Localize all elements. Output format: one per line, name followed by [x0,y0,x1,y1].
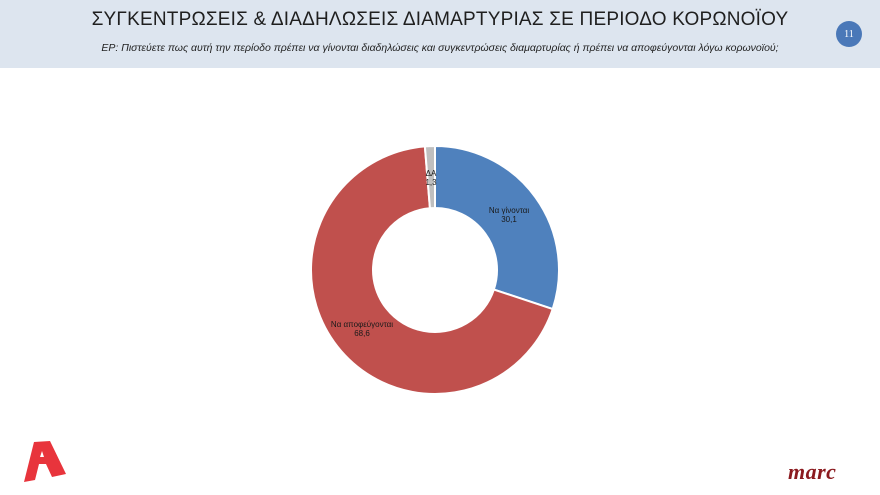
donut-chart-svg [310,144,560,395]
segment-category: Να γίνονται [488,206,530,215]
donut-chart: Να γίνονται 30,1 Να αποφεύγονται 68,6 ΔΑ 1,3 [0,68,880,448]
segment-label: Να γίνονται 30,1 [489,206,529,224]
segment-category: Να αποφεύγονται [330,320,394,329]
donut-segment [310,145,554,395]
slide-header: ΣΥΓΚΕΝΤΡΩΣΕΙΣ & ΔΙΑΔΗΛΩΣΕΙΣ ΔΙΑΜΑΡΤΥΡΙΑΣ… [0,0,880,68]
marc-logo: marc [788,459,837,484]
slide-title: ΣΥΓΚΕΝΤΡΩΣΕΙΣ & ΔΙΑΔΗΛΩΣΕΙΣ ΔΙΑΜΑΡΤΥΡΙΑΣ… [91,9,789,30]
segment-value: 1,3 [425,178,437,187]
page-number-badge: 11 [836,21,862,47]
segment-value: 30,1 [501,215,517,224]
segment-label: ΔΑ 1,3 [425,169,436,187]
donut-segment [423,144,436,210]
alpha-logo-icon [24,441,66,482]
segment-value: 68,6 [354,329,370,338]
donut-segment [434,144,560,311]
segment-label: Να αποφεύγονται 68,6 [331,320,393,338]
segment-category: ΔΑ [425,169,437,178]
question-text: ΕΡ: Πιστεύετε πως αυτή την περίοδο πρέπε… [101,42,779,54]
